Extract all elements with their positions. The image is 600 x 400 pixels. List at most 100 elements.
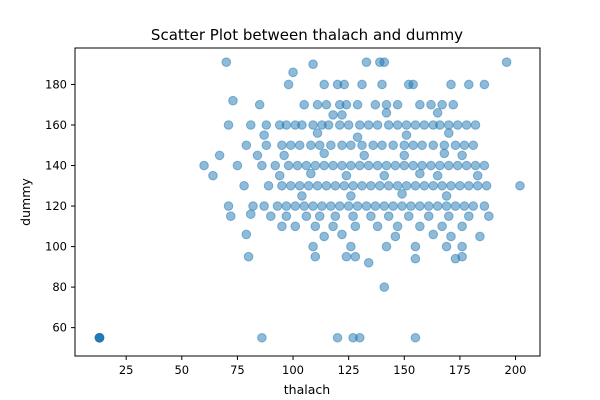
data-point: [330, 211, 341, 221]
data-point: [294, 140, 305, 151]
data-point: [366, 211, 376, 221]
data-point: [397, 201, 407, 211]
data-point: [310, 160, 321, 171]
data-point: [281, 120, 292, 130]
data-point: [464, 180, 474, 191]
data-point: [225, 211, 236, 221]
data-point: [446, 231, 456, 242]
data-point: [428, 180, 439, 191]
data-point: [308, 241, 318, 252]
data-point: [439, 140, 450, 151]
data-point: [94, 332, 105, 343]
chart-title: Scatter Plot between thalach and dummy: [151, 26, 463, 44]
data-point: [464, 211, 474, 221]
data-point: [257, 160, 267, 171]
data-point: [352, 201, 363, 211]
data-point: [223, 120, 234, 130]
data-point: [317, 201, 327, 211]
data-point: [437, 221, 447, 232]
y-axis-label: dummy: [18, 178, 33, 226]
points-layer: [94, 57, 525, 343]
data-point: [301, 211, 312, 221]
data-point: [241, 140, 252, 151]
x-axis-label: thalach: [284, 382, 330, 397]
data-point: [310, 251, 321, 262]
data-point: [381, 108, 392, 118]
data-point: [401, 120, 412, 130]
data-point: [484, 211, 494, 221]
y-tick-label: 80: [52, 280, 67, 294]
data-point: [399, 140, 410, 151]
data-point: [381, 99, 392, 110]
data-point: [319, 231, 329, 242]
data-point: [452, 120, 463, 130]
y-tick-label: 100: [45, 240, 67, 254]
data-point: [274, 170, 285, 181]
data-point: [361, 201, 372, 211]
x-tick-label: 75: [230, 363, 245, 377]
data-point: [415, 99, 425, 110]
data-point: [375, 180, 385, 191]
data-point: [415, 221, 425, 232]
y-tick-label: 160: [45, 118, 67, 132]
data-point: [341, 99, 352, 110]
data-point: [428, 140, 439, 151]
data-point: [399, 160, 410, 171]
data-point: [261, 140, 272, 151]
data-point: [479, 160, 490, 171]
data-point: [337, 140, 347, 151]
data-point: [392, 99, 403, 110]
data-point: [415, 168, 425, 179]
data-point: [468, 140, 479, 151]
data-point: [277, 140, 287, 151]
data-point: [479, 201, 490, 211]
data-point: [406, 201, 416, 211]
x-tick-label: 25: [119, 363, 134, 377]
data-point: [450, 201, 461, 211]
data-point: [432, 108, 443, 118]
data-point: [479, 79, 490, 90]
data-point: [455, 180, 465, 191]
x-axis: 25 50 75 100 125 150 175 200: [119, 356, 527, 377]
data-point: [337, 229, 347, 240]
data-point: [352, 132, 363, 142]
data-point: [501, 57, 512, 67]
data-point: [379, 201, 390, 211]
data-point: [228, 95, 238, 106]
data-point: [328, 160, 338, 171]
data-point: [419, 120, 430, 130]
data-point: [472, 170, 483, 181]
data-point: [297, 120, 307, 130]
data-point: [408, 140, 418, 151]
data-point: [470, 160, 481, 171]
data-point: [208, 170, 218, 181]
plot-frame: [74, 47, 541, 357]
data-point: [346, 241, 356, 252]
data-point: [475, 231, 485, 242]
data-point: [437, 180, 447, 191]
data-point: [292, 160, 303, 171]
data-point: [441, 191, 452, 201]
data-point: [312, 180, 323, 191]
data-point: [263, 180, 274, 191]
data-point: [346, 140, 356, 151]
data-point: [348, 180, 358, 191]
data-point: [277, 180, 287, 191]
data-point: [432, 201, 443, 211]
data-point: [346, 191, 356, 201]
data-point: [248, 201, 258, 211]
data-point: [254, 99, 265, 110]
data-point: [459, 140, 470, 151]
data-point: [310, 221, 321, 232]
data-point: [443, 211, 454, 221]
data-point: [357, 79, 367, 90]
data-point: [290, 201, 301, 211]
data-point: [241, 229, 252, 240]
x-tick-label: 50: [174, 363, 189, 377]
data-point: [443, 128, 454, 138]
data-point: [341, 170, 352, 181]
data-point: [457, 150, 467, 161]
data-point: [259, 130, 269, 140]
data-point: [288, 67, 298, 78]
data-point: [457, 241, 467, 252]
